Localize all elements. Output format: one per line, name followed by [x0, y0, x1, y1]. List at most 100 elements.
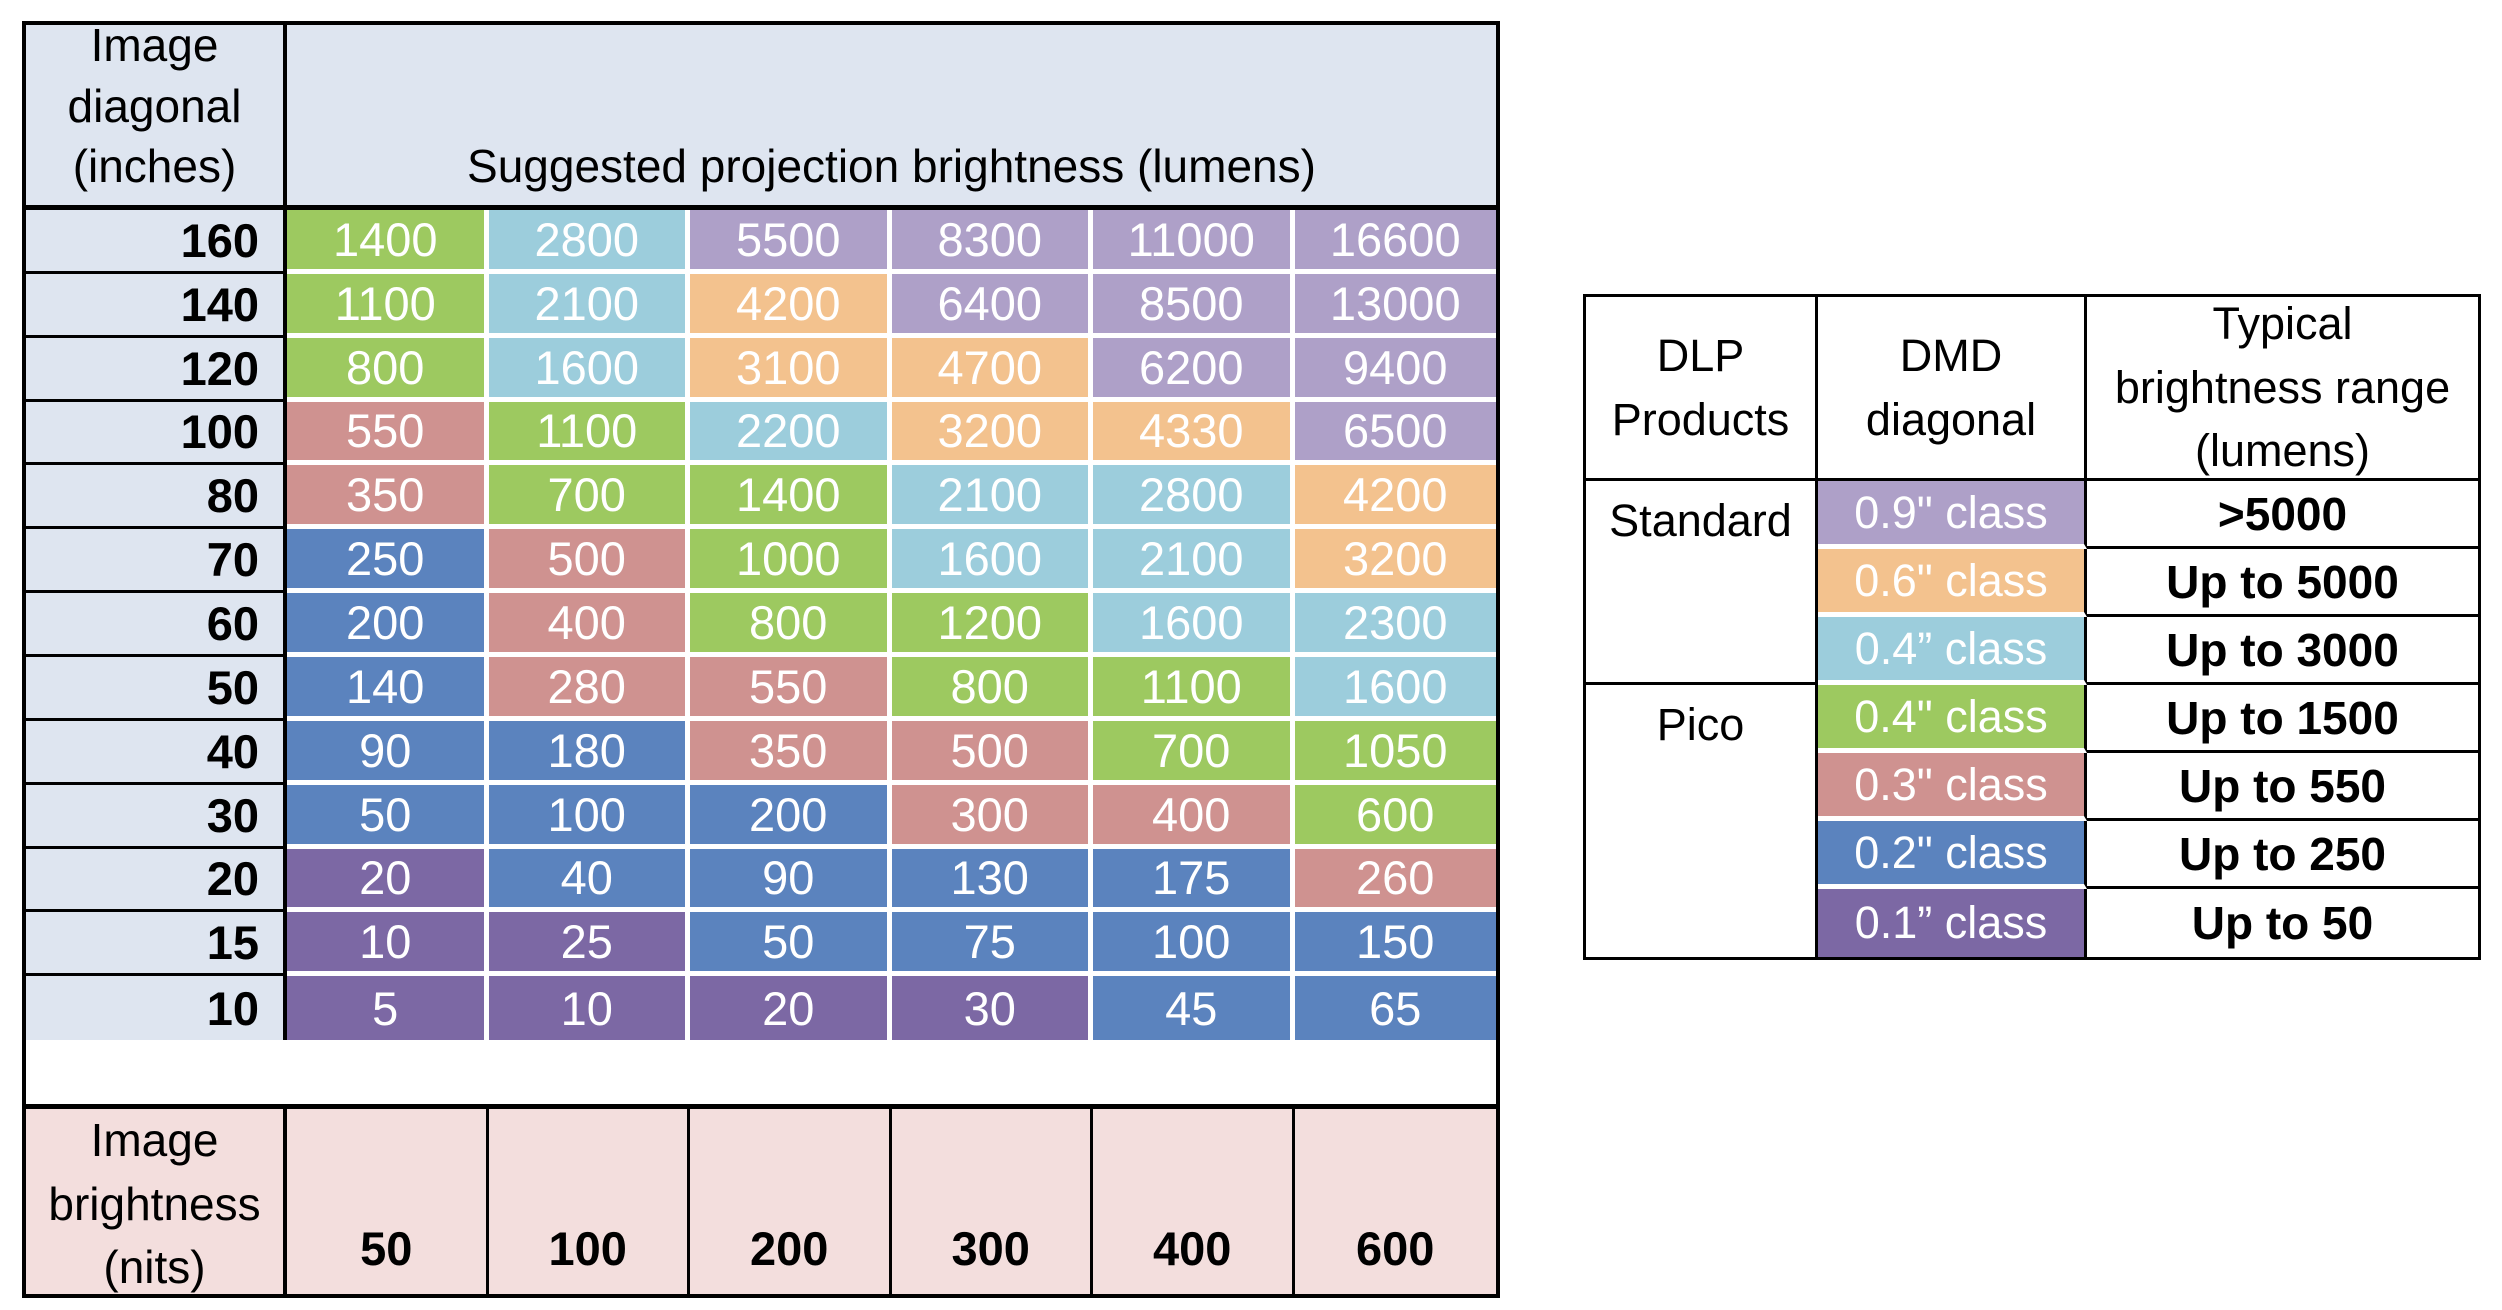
dmd-class-cell: 0.2" class — [1818, 821, 2087, 889]
matrix-cell-15-300: 75 — [891, 912, 1093, 977]
matrix-cell-140-400: 8500 — [1093, 273, 1295, 338]
row-label-140: 140 — [26, 273, 287, 338]
brightness-range-cell: Up to 1500 — [2087, 685, 2478, 753]
matrix-cell-20-50: 20 — [287, 848, 489, 913]
matrix-cell-15-100: 25 — [488, 912, 690, 977]
matrix-cell-10-200: 20 — [690, 976, 892, 1041]
matrix-cell-160-400: 11000 — [1093, 210, 1295, 274]
matrix-cell-160-600: 16600 — [1294, 210, 1496, 274]
matrix-cell-140-50: 1100 — [287, 273, 489, 338]
matrix-cell-100-200: 2200 — [690, 401, 892, 466]
matrix-cell-10-600: 65 — [1294, 976, 1496, 1041]
matrix-cell-40-50: 90 — [287, 720, 489, 785]
row-label-100: 100 — [26, 401, 287, 466]
matrix-cell-20-300: 130 — [891, 848, 1093, 913]
matrix-cell-120-50: 800 — [287, 337, 489, 402]
dmd-class-cell: 0.4” class — [1818, 617, 2087, 685]
product-cell-standard: Standard — [1586, 481, 1818, 685]
matrix-cell-10-50: 5 — [287, 976, 489, 1041]
matrix-cell-15-400: 100 — [1093, 912, 1295, 977]
matrix-cell-70-600: 3200 — [1294, 529, 1496, 594]
matrix-cell-160-50: 1400 — [287, 210, 489, 274]
brightness-range-cell: Up to 250 — [2087, 821, 2478, 889]
matrix-cell-160-100: 2800 — [488, 210, 690, 274]
image-diagonal-header: Image diagonal (inches) — [26, 19, 287, 210]
row-label-120: 120 — [26, 337, 287, 402]
matrix-cell-100-300: 3200 — [891, 401, 1093, 466]
matrix-cell-80-400: 2800 — [1093, 465, 1295, 530]
matrix-cell-60-600: 2300 — [1294, 593, 1496, 657]
brightness-range-cell: Up to 550 — [2087, 753, 2478, 821]
matrix-cell-70-400: 2100 — [1093, 529, 1295, 594]
matrix-cell-80-200: 1400 — [690, 465, 892, 530]
matrix-cell-100-600: 6500 — [1294, 401, 1496, 466]
dmd-class-cell: 0.6" class — [1818, 549, 2087, 617]
row-label-70: 70 — [26, 529, 287, 594]
footer-value-100: 100 — [488, 1104, 690, 1294]
matrix-cell-120-300: 4700 — [891, 337, 1093, 402]
matrix-cell-120-400: 6200 — [1093, 337, 1295, 402]
footer-value-300: 300 — [891, 1104, 1093, 1294]
dmd-diagonal-column-header: DMD diagonal — [1818, 297, 2087, 481]
row-label-20: 20 — [26, 848, 287, 913]
image-brightness-footer-header: Image brightness (nits) — [26, 1104, 287, 1294]
footer-value-200: 200 — [690, 1104, 892, 1294]
matrix-cell-30-300: 300 — [891, 784, 1093, 849]
matrix-cell-70-100: 500 — [488, 529, 690, 594]
footer-value-50: 50 — [287, 1104, 489, 1294]
matrix-cell-40-400: 700 — [1093, 720, 1295, 785]
matrix-cell-10-300: 30 — [891, 976, 1093, 1041]
suggested-brightness-header: Suggested projection brightness (lumens) — [287, 25, 1496, 210]
matrix-cell-120-100: 1600 — [488, 337, 690, 402]
projection-brightness-matrix-table: Image diagonal (inches) Suggested projec… — [22, 19, 1500, 1298]
matrix-cell-10-400: 45 — [1093, 976, 1295, 1041]
product-cell-pico: Pico — [1586, 685, 1818, 957]
dlp-products-table: DLP Products DMD diagonal Typical bright… — [1583, 294, 2481, 960]
matrix-cell-140-600: 13000 — [1294, 273, 1496, 338]
matrix-cell-20-600: 260 — [1294, 848, 1496, 913]
matrix-cell-100-50: 550 — [287, 401, 489, 466]
matrix-cell-15-200: 50 — [690, 912, 892, 977]
matrix-cell-30-50: 50 — [287, 784, 489, 849]
matrix-cell-20-100: 40 — [488, 848, 690, 913]
matrix-cell-60-400: 1600 — [1093, 593, 1295, 657]
dmd-class-cell: 0.1” class — [1818, 889, 2087, 957]
footer-value-600: 600 — [1294, 1104, 1496, 1294]
matrix-cell-60-100: 400 — [488, 593, 690, 657]
matrix-cell-40-300: 500 — [891, 720, 1093, 785]
row-label-10: 10 — [26, 976, 287, 1041]
row-label-30: 30 — [26, 784, 287, 849]
matrix-cell-80-50: 350 — [287, 465, 489, 530]
matrix-cell-120-600: 9400 — [1294, 337, 1496, 402]
matrix-cell-120-200: 3100 — [690, 337, 892, 402]
matrix-cell-160-200: 5500 — [690, 210, 892, 274]
matrix-cell-160-300: 8300 — [891, 210, 1093, 274]
matrix-cell-50-600: 1600 — [1294, 657, 1496, 721]
matrix-cell-50-100: 280 — [488, 657, 690, 721]
matrix-cell-10-100: 10 — [488, 976, 690, 1041]
matrix-cell-140-100: 2100 — [488, 273, 690, 338]
matrix-cell-70-200: 1000 — [690, 529, 892, 594]
matrix-cell-20-200: 90 — [690, 848, 892, 913]
matrix-cell-80-300: 2100 — [891, 465, 1093, 530]
matrix-cell-80-600: 4200 — [1294, 465, 1496, 530]
brightness-range-cell: Up to 50 — [2191, 897, 2374, 949]
matrix-cell-30-600: 600 — [1294, 784, 1496, 849]
matrix-cell-100-400: 4330 — [1093, 401, 1295, 466]
matrix-cell-50-50: 140 — [287, 657, 489, 721]
matrix-cell-15-50: 10 — [287, 912, 489, 977]
matrix-cell-30-200: 200 — [690, 784, 892, 849]
row-label-40: 40 — [26, 720, 287, 785]
matrix-cell-50-400: 1100 — [1093, 657, 1295, 721]
matrix-cell-15-600: 150 — [1294, 912, 1496, 977]
matrix-cell-50-200: 550 — [690, 657, 892, 721]
dmd-class-cell: 0.4" class — [1818, 685, 2087, 753]
matrix-cell-140-300: 6400 — [891, 273, 1093, 338]
matrix-cell-40-200: 350 — [690, 720, 892, 785]
row-label-160: 160 — [26, 210, 287, 274]
matrix-cell-60-50: 200 — [287, 593, 489, 657]
matrix-cell-30-400: 400 — [1093, 784, 1295, 849]
matrix-cell-30-100: 100 — [488, 784, 690, 849]
dlp-products-column-header: DLP Products — [1586, 297, 1818, 481]
matrix-cell-20-400: 175 — [1093, 848, 1295, 913]
